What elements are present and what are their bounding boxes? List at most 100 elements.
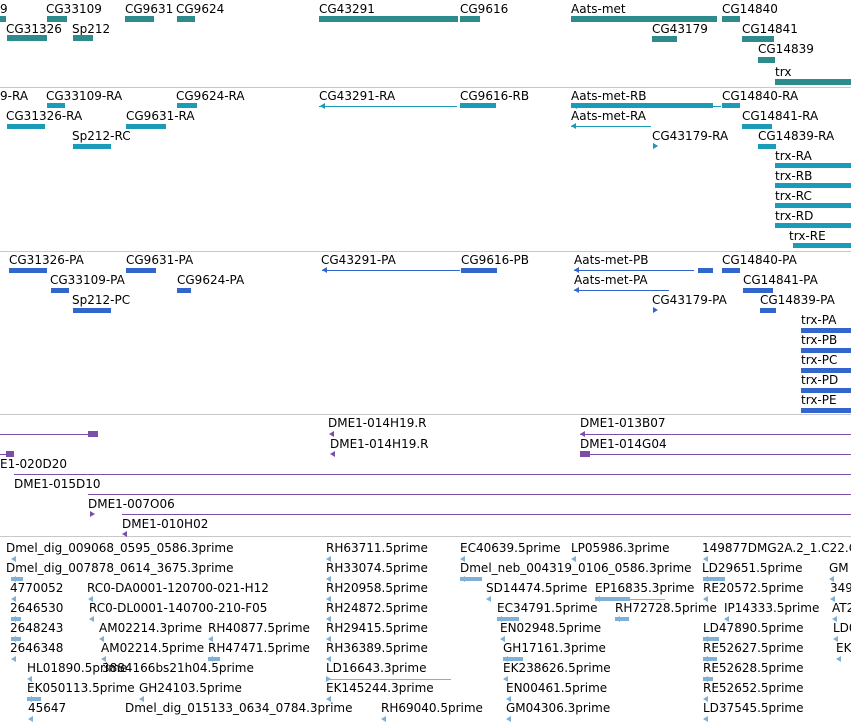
feature-label-est[interactable]: EP16835.3prime xyxy=(595,581,695,595)
feature-label-est[interactable]: EC40639.5prime xyxy=(460,541,561,555)
feature-label-est[interactable]: EK238626.5prime xyxy=(503,661,611,675)
feature-label-est[interactable]: EC34791.5prime xyxy=(497,601,598,615)
feature-label-cdna[interactable]: DME1-013B07 xyxy=(580,416,666,430)
feature-label-protein[interactable]: trx-PB xyxy=(801,333,838,347)
feature-label-est[interactable]: RH36389.5prime xyxy=(326,641,428,655)
feature-label-genes[interactable]: Sp212 xyxy=(72,22,111,36)
feature-label-genes[interactable]: CG14839 xyxy=(758,42,814,56)
feature-label-est[interactable]: 3884166bs21h04.5prime xyxy=(102,661,254,675)
feature-label-rna[interactable]: Sp212-RC xyxy=(72,129,131,143)
feature-label-protein[interactable]: Sp212-PC xyxy=(72,293,131,307)
feature-label-est[interactable]: LD47890.5prime xyxy=(703,621,804,635)
feature-label-protein[interactable]: Aats-met-PB xyxy=(574,253,649,267)
feature-label-est[interactable]: RC0-DA0001-120700-021-H12 xyxy=(87,581,269,595)
feature-label-est[interactable]: EN00461.5prime xyxy=(506,681,608,695)
feature-label-est[interactable]: Dmel_dig_015133_0634_0784.3prime xyxy=(125,701,353,715)
feature-label-est[interactable]: EK xyxy=(836,641,851,655)
feature-label-est[interactable]: RH29415.5prime xyxy=(326,621,428,635)
feature-label-est[interactable]: RH47471.5prime xyxy=(208,641,310,655)
feature-label-cdna[interactable]: DME1-010H02 xyxy=(122,517,209,531)
feature-label-est[interactable]: GH24103.5prime xyxy=(139,681,242,695)
feature-label-est[interactable]: SD14474.5prime xyxy=(486,581,588,595)
feature-label-protein[interactable]: CG9616-PB xyxy=(461,253,530,267)
feature-label-rna[interactable]: trx-RE xyxy=(789,229,826,243)
feature-label-protein[interactable]: CG9624-PA xyxy=(177,273,245,287)
feature-label-cdna[interactable]: DME1-014H19.R xyxy=(328,416,427,430)
feature-label-genes[interactable]: CG9616 xyxy=(460,2,509,16)
feature-label-rna[interactable]: CG43179-RA xyxy=(652,129,729,143)
feature-label-est[interactable]: Dmel_dig_009068_0595_0586.3prime xyxy=(6,541,234,555)
feature-label-protein[interactable]: CG33109-PA xyxy=(50,273,125,287)
feature-label-protein[interactable]: trx-PE xyxy=(801,393,837,407)
feature-label-est[interactable]: HL01890.5prime xyxy=(27,661,128,675)
feature-label-genes[interactable]: CG33109 xyxy=(46,2,102,16)
feature-label-genes[interactable]: CG43179 xyxy=(652,22,708,36)
feature-label-est[interactable]: Dmel_neb_004319_0106_0586.3prime xyxy=(460,561,692,575)
feature-label-rna[interactable]: CG9624-RA xyxy=(176,89,245,103)
feature-label-est[interactable]: GM04306.3prime xyxy=(506,701,611,715)
feature-label-rna[interactable]: trx-RB xyxy=(775,169,813,183)
feature-label-est[interactable]: Dmel_dig_007878_0614_3675.3prime xyxy=(6,561,234,575)
feature-label-protein[interactable]: Aats-met-PA xyxy=(574,273,648,287)
feature-label-est[interactable]: RH20958.5prime xyxy=(326,581,428,595)
feature-label-rna[interactable]: CG43291-RA xyxy=(319,89,396,103)
feature-label-est[interactable]: GH17161.3prime xyxy=(503,641,606,655)
feature-label-genes[interactable]: CG14841 xyxy=(742,22,798,36)
feature-label-est[interactable]: RE52628.5prime xyxy=(703,661,804,675)
feature-label-protein[interactable]: CG14840-PA xyxy=(722,253,797,267)
feature-label-est[interactable]: RE52652.5prime xyxy=(703,681,804,695)
feature-label-est[interactable]: RH72728.5prime xyxy=(615,601,717,615)
feature-label-rna[interactable]: CG14840-RA xyxy=(722,89,799,103)
feature-label-est[interactable]: RC0-DL0001-140700-210-F05 xyxy=(89,601,268,615)
feature-label-genes[interactable]: CG31326 xyxy=(6,22,62,36)
feature-label-est[interactable]: LP05986.3prime xyxy=(571,541,670,555)
feature-label-est[interactable]: RH40877.5prime xyxy=(208,621,310,635)
feature-label-est[interactable]: EK145244.3prime xyxy=(326,681,434,695)
feature-label-est[interactable]: RH63711.5prime xyxy=(326,541,428,555)
feature-label-genes[interactable]: CG43291 xyxy=(319,2,375,16)
feature-label-est[interactable]: LD29651.5prime xyxy=(702,561,803,575)
feature-label-rna[interactable]: CG9631-RA xyxy=(126,109,195,123)
feature-label-rna[interactable]: trx-RA xyxy=(775,149,812,163)
feature-label-protein[interactable]: CG43179-PA xyxy=(652,293,727,307)
feature-label-rna[interactable]: trx-RC xyxy=(775,189,812,203)
feature-label-est[interactable]: 2646530 xyxy=(10,601,64,615)
feature-label-genes[interactable]: CG14840 xyxy=(722,2,778,16)
feature-label-protein[interactable]: trx-PC xyxy=(801,353,838,367)
feature-label-est[interactable]: LD0 xyxy=(833,621,851,635)
feature-label-rna[interactable]: CG14841-RA xyxy=(742,109,819,123)
feature-label-cdna[interactable]: E1-020D20 xyxy=(0,457,67,471)
feature-label-rna[interactable]: CG9616-RB xyxy=(460,89,530,103)
feature-label-cdna[interactable]: DME1-014H19.R xyxy=(330,437,429,451)
feature-label-rna[interactable]: Aats-met-RA xyxy=(571,109,647,123)
feature-label-est[interactable]: LD37545.5prime xyxy=(703,701,804,715)
feature-label-est[interactable]: AM02214.5prime xyxy=(101,641,205,655)
feature-label-est[interactable]: RE52627.5prime xyxy=(703,641,804,655)
feature-label-est[interactable]: IP14333.5prime xyxy=(724,601,820,615)
feature-label-est[interactable]: RH24872.5prime xyxy=(326,601,428,615)
feature-label-est[interactable]: EN02948.5prime xyxy=(500,621,602,635)
feature-label-est[interactable]: RH69040.5prime xyxy=(381,701,483,715)
feature-label-genes[interactable]: 9 xyxy=(0,2,8,16)
feature-label-est[interactable]: GM xyxy=(829,561,849,575)
feature-label-protein[interactable]: CG14839-PA xyxy=(760,293,835,307)
feature-label-genes[interactable]: Aats-met xyxy=(571,2,626,16)
feature-label-est[interactable]: RE20572.5prime xyxy=(703,581,804,595)
feature-label-cdna[interactable]: DME1-014G04 xyxy=(580,437,667,451)
feature-label-est[interactable]: 349 xyxy=(830,581,851,595)
feature-label-est[interactable]: 4770052 xyxy=(10,581,64,595)
feature-label-rna[interactable]: CG31326-RA xyxy=(6,109,83,123)
feature-label-genes[interactable]: CG9631 xyxy=(125,2,174,16)
feature-label-protein[interactable]: CG43291-PA xyxy=(321,253,396,267)
feature-label-genes[interactable]: trx xyxy=(775,65,792,79)
feature-label-protein[interactable]: CG14841-PA xyxy=(743,273,818,287)
feature-label-est[interactable]: RH33074.5prime xyxy=(326,561,428,575)
feature-label-rna[interactable]: CG14839-RA xyxy=(758,129,835,143)
feature-label-est[interactable]: AM02214.3prime xyxy=(99,621,203,635)
feature-label-cdna[interactable]: DME1-007O06 xyxy=(88,497,175,511)
feature-label-protein[interactable]: CG31326-PA xyxy=(9,253,84,267)
feature-label-est[interactable]: LD16643.3prime xyxy=(326,661,427,675)
feature-label-est[interactable]: 45647 xyxy=(28,701,67,715)
feature-label-rna[interactable]: 9-RA xyxy=(0,89,29,103)
